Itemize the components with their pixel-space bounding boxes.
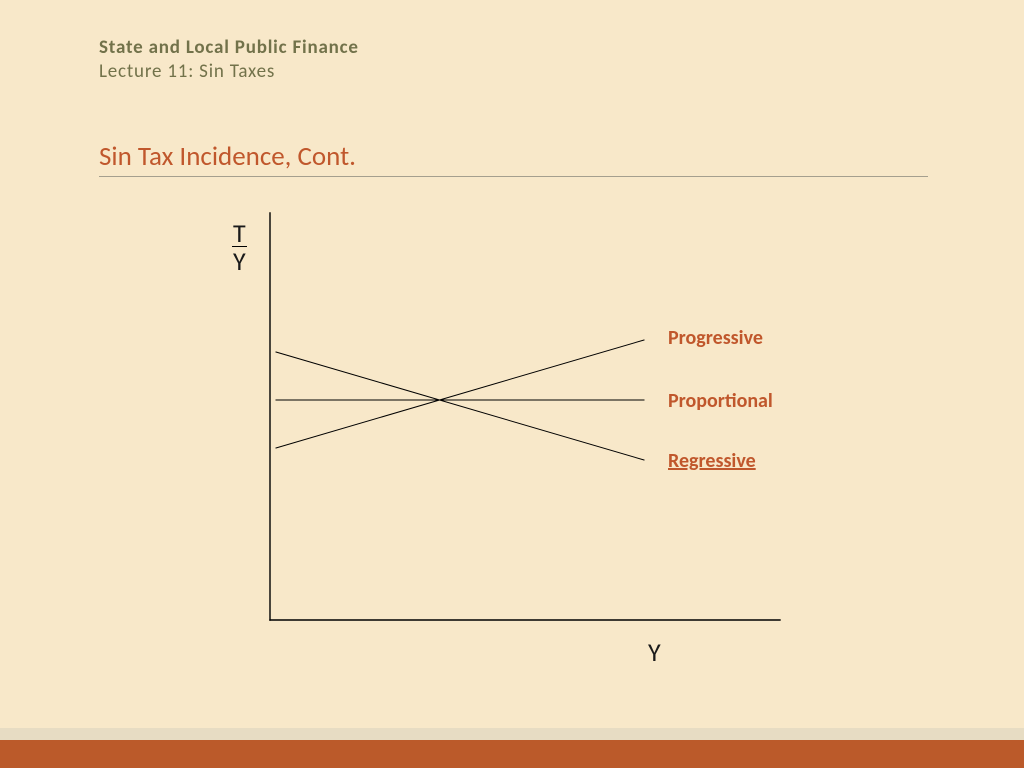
label-regressive: Regressive bbox=[668, 449, 756, 473]
label-proportional: Proportional bbox=[668, 389, 773, 413]
x-axis-label: Y bbox=[648, 636, 661, 668]
footer-band-accent bbox=[0, 740, 1024, 768]
footer-band-light bbox=[0, 728, 1024, 740]
y-axis-label: T Y bbox=[232, 220, 247, 276]
y-axis-denominator: Y bbox=[232, 247, 247, 276]
slide: State and Local Public Finance Lecture 1… bbox=[0, 0, 1024, 768]
chart-svg bbox=[0, 0, 1024, 768]
label-progressive: Progressive bbox=[668, 326, 763, 350]
y-axis-numerator: T bbox=[232, 220, 247, 247]
